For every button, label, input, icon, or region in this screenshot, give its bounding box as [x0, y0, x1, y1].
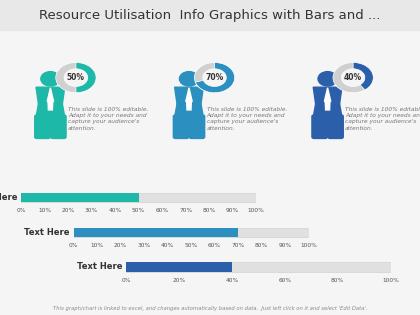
Text: This slide is 100% editable.
Adapt it to your needs and
capture your audience's
: This slide is 100% editable. Adapt it to…	[207, 107, 287, 130]
Circle shape	[318, 72, 337, 86]
FancyBboxPatch shape	[51, 115, 66, 139]
Polygon shape	[186, 99, 192, 110]
Bar	[74, 227, 238, 237]
Polygon shape	[36, 87, 65, 104]
Bar	[21, 193, 139, 203]
Polygon shape	[325, 99, 330, 110]
Polygon shape	[175, 104, 203, 117]
Polygon shape	[313, 104, 342, 117]
Polygon shape	[36, 104, 65, 117]
FancyBboxPatch shape	[312, 115, 327, 139]
Text: 50%: 50%	[67, 73, 85, 82]
FancyBboxPatch shape	[173, 115, 189, 139]
FancyBboxPatch shape	[328, 115, 343, 139]
Text: This slide is 100% editable.
Adapt it to your needs and
capture your audience's
: This slide is 100% editable. Adapt it to…	[68, 107, 148, 130]
Wedge shape	[353, 62, 373, 90]
FancyBboxPatch shape	[189, 115, 205, 139]
Polygon shape	[324, 88, 331, 101]
Text: Text Here: Text Here	[0, 193, 18, 202]
FancyBboxPatch shape	[35, 115, 50, 139]
Wedge shape	[56, 62, 96, 93]
Wedge shape	[195, 62, 235, 93]
Bar	[0, 0, 420, 30]
Text: Text Here: Text Here	[76, 262, 122, 272]
Bar	[126, 262, 391, 272]
Text: Resource Utilisation  Info Graphics with Bars and ...: Resource Utilisation Info Graphics with …	[39, 9, 381, 22]
Polygon shape	[175, 87, 203, 104]
Bar	[21, 193, 256, 203]
Bar	[126, 262, 232, 272]
Circle shape	[41, 72, 60, 86]
Polygon shape	[186, 88, 192, 101]
Circle shape	[179, 72, 199, 86]
Polygon shape	[47, 88, 54, 101]
Bar	[74, 227, 309, 237]
Text: This slide is 100% editable.
Adapt it to your needs and
capture your audience's
: This slide is 100% editable. Adapt it to…	[345, 107, 420, 130]
Text: Text Here: Text Here	[24, 228, 70, 237]
Wedge shape	[333, 62, 373, 93]
Polygon shape	[313, 87, 342, 104]
Wedge shape	[194, 62, 235, 93]
Wedge shape	[76, 62, 96, 93]
Polygon shape	[48, 99, 53, 110]
Text: 40%: 40%	[344, 73, 362, 82]
Text: 70%: 70%	[205, 73, 224, 82]
Text: This graph/chart is linked to excel, and changes automatically based on data.  J: This graph/chart is linked to excel, and…	[53, 306, 367, 311]
